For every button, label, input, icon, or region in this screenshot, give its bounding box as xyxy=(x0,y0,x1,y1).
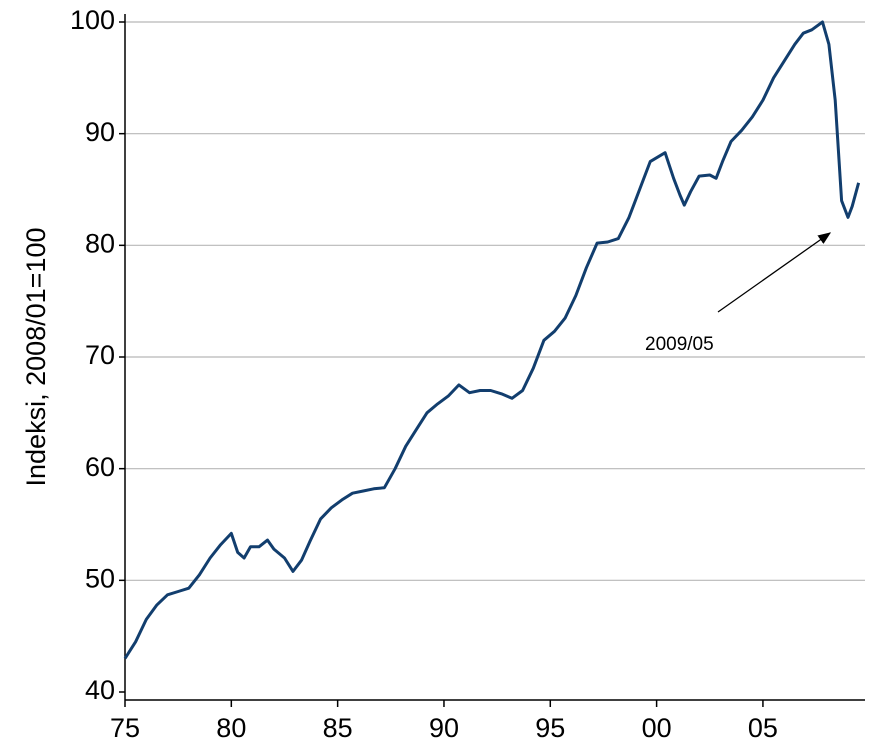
y-tick-label: 90 xyxy=(85,117,115,147)
x-tick-label: 75 xyxy=(110,713,140,743)
annotation: 2009/05 xyxy=(645,334,714,355)
annotation-arrow xyxy=(717,232,832,313)
x-tick-label: 80 xyxy=(216,713,246,743)
y-tick-label: 80 xyxy=(85,228,115,258)
y-tick-label: 60 xyxy=(85,452,115,482)
x-tick-label: 00 xyxy=(642,713,672,743)
y-tick-label: 50 xyxy=(85,563,115,593)
y-tick-label: 100 xyxy=(70,5,115,35)
y-tick-label: 40 xyxy=(85,675,115,705)
y-axis-label: Indeksi, 2008/01=100 xyxy=(21,228,51,487)
x-tick-label: 90 xyxy=(429,713,459,743)
x-tick-label: 05 xyxy=(748,713,778,743)
x-tick-label: 95 xyxy=(535,713,565,743)
y-tick-label: 70 xyxy=(85,340,115,370)
line xyxy=(123,20,861,660)
x-tick-label: 85 xyxy=(323,713,353,743)
